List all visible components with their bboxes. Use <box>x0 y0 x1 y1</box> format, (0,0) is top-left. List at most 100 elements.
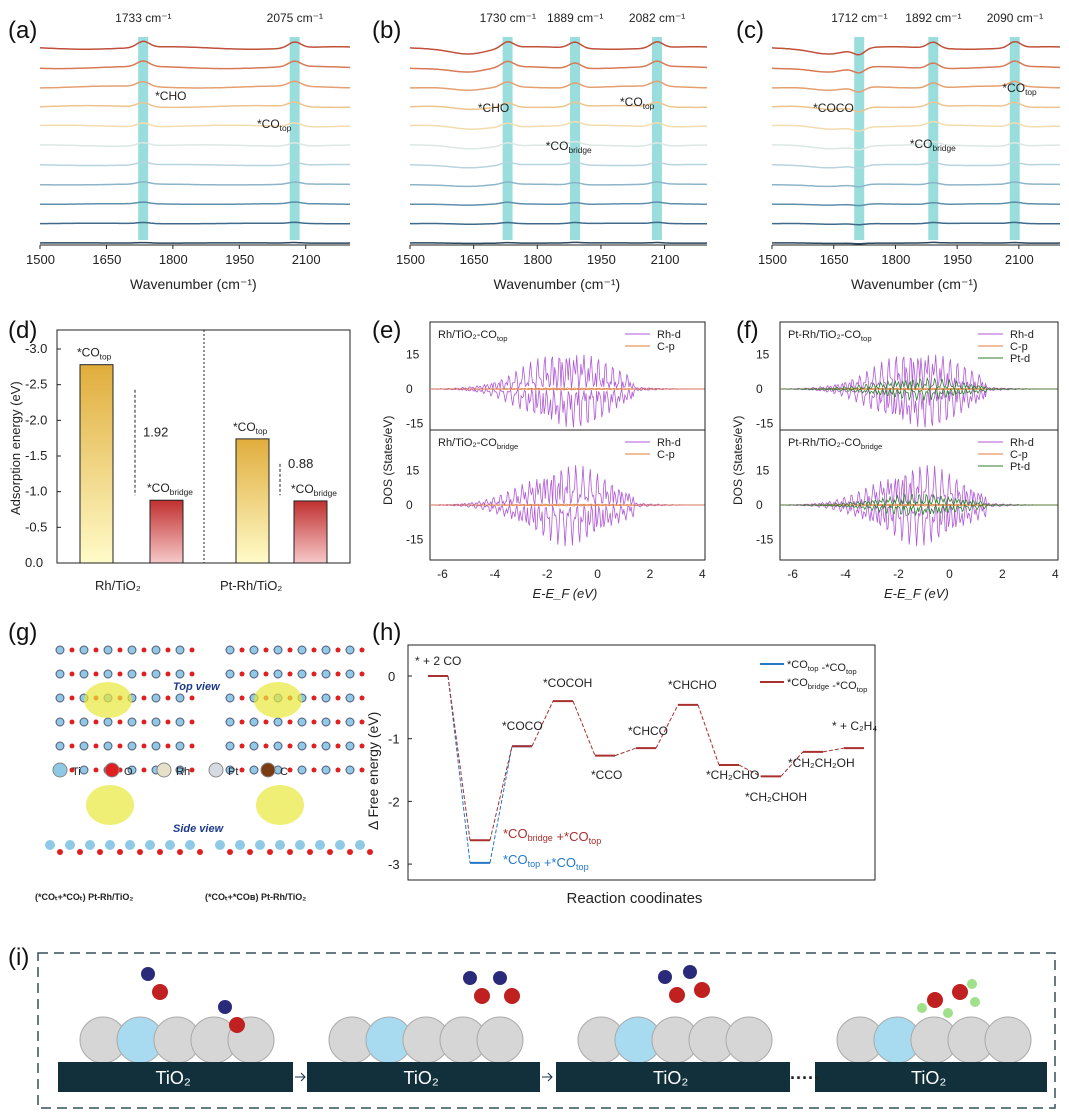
panel-label: (e) <box>372 317 401 344</box>
ti-atom <box>225 645 235 655</box>
step-label-bridge: *CObridge +*COtop <box>503 826 601 846</box>
o-atom <box>311 695 317 701</box>
atom-legend-icon <box>208 762 224 778</box>
ti-atom <box>225 717 235 727</box>
ti-atom <box>151 717 161 727</box>
o-atom <box>69 647 75 653</box>
bridge-top-connector <box>531 700 554 747</box>
y-tick-label: 0 <box>388 669 395 684</box>
dos-line <box>779 388 1058 428</box>
ti-atom <box>175 741 185 751</box>
o-atom <box>347 849 353 855</box>
y-tick-label: 0 <box>756 382 763 396</box>
spectrum-line <box>40 141 351 147</box>
ti-atom <box>249 669 259 679</box>
ethylene-atom <box>943 1008 953 1018</box>
spectrum-line <box>409 60 708 73</box>
ti-atom <box>215 840 225 850</box>
y-tick-label: 0 <box>406 498 413 512</box>
o-atom <box>359 647 365 653</box>
o-atom <box>69 695 75 701</box>
o-atom <box>267 849 273 855</box>
y-tick-label: 0 <box>406 382 413 396</box>
x-axis-label: Reaction coodinates <box>567 890 703 907</box>
spectrum-line <box>771 60 1061 74</box>
ti-atom <box>103 669 113 679</box>
ti-atom <box>151 693 161 703</box>
ti-atom <box>79 765 89 775</box>
o-atom <box>327 849 333 855</box>
o-atom <box>287 849 293 855</box>
x-tick-label: 4 <box>1052 567 1059 581</box>
o-atom <box>69 767 75 773</box>
ti-atom <box>275 840 285 850</box>
bar-label: *COtop <box>233 420 268 436</box>
x-tick-label: 2100 <box>292 252 321 267</box>
peak-label: 1889 cm⁻¹ <box>547 11 603 25</box>
ir-spectra-panel: 1730 cm⁻¹ 1889 cm⁻¹ 2082 cm⁻¹ 1500 1650 1800 1… <box>396 11 708 292</box>
panel-label: (h) <box>372 619 401 646</box>
ti-atom <box>255 840 265 850</box>
y-tick-label: -2.0 <box>25 412 47 427</box>
c-atom <box>493 971 507 985</box>
spectrum-line <box>39 181 351 186</box>
ti-atom <box>125 840 135 850</box>
o-atom <box>141 767 147 773</box>
bridge-top-connector <box>780 751 804 777</box>
ti-atom <box>151 741 161 751</box>
x-category-label: Pt-Rh/TiO₂ <box>220 578 282 593</box>
o-atom <box>694 982 710 998</box>
legend-label: Rh-d <box>1010 437 1034 449</box>
spectrum-line <box>410 201 707 206</box>
peak-label: 1892 cm⁻¹ <box>905 11 961 25</box>
spectrum-line <box>410 221 707 225</box>
atom-legend-label: Ti <box>72 766 81 778</box>
o-atom <box>359 695 365 701</box>
step-label-top: *COtop +*COtop <box>503 852 589 872</box>
legend-label: C-p <box>1010 449 1028 461</box>
y-tick-label: -15 <box>406 533 424 547</box>
legend-label: Rh-d <box>657 437 681 449</box>
top-top-connector <box>447 675 471 863</box>
spectrum-line <box>40 221 350 225</box>
o-atom <box>117 671 123 677</box>
bridge-top-connector <box>822 747 845 753</box>
peak-highlight <box>502 37 513 240</box>
ti-atom <box>345 645 355 655</box>
o-atom <box>287 767 293 773</box>
o-atom <box>141 719 147 725</box>
o-atom <box>69 671 75 677</box>
structure-panel: (*COₜ+*COₜ) Pt-Rh/TiO₂ (*COₜ+*COʙ) Pt-Rh/… <box>35 645 373 902</box>
panel-label: (c) <box>736 17 764 44</box>
spectrum-line <box>409 181 708 188</box>
y-tick-label: -2 <box>388 794 400 809</box>
tio2-block <box>307 1062 540 1092</box>
ti-atom <box>79 669 89 679</box>
ti-atom <box>175 765 185 775</box>
x-axis-label: Wavenumber (cm⁻¹) <box>851 276 978 292</box>
o-atom <box>311 671 317 677</box>
tio2-label: TiO₂ <box>404 1068 439 1088</box>
o-atom <box>335 743 341 749</box>
ti-atom <box>103 741 113 751</box>
ti-atom <box>273 645 283 655</box>
legend-label: C-p <box>657 449 675 461</box>
dos-line <box>430 388 705 391</box>
spectrum-line <box>39 241 351 244</box>
arrow-icon <box>295 1072 306 1082</box>
ti-atom <box>335 840 345 850</box>
state-label: *CHCO <box>628 724 668 738</box>
ti-atom <box>225 693 235 703</box>
ethylene-atom <box>952 984 968 1000</box>
atom-legend-icon <box>52 762 68 778</box>
bar <box>293 500 328 564</box>
spectrum-line <box>771 241 1061 245</box>
spectrum-line <box>40 201 350 206</box>
ti-atom <box>345 741 355 751</box>
spectrum-line <box>410 140 708 150</box>
ethylene-atom <box>967 979 977 989</box>
ti-atom <box>235 840 245 850</box>
o-atom <box>335 695 341 701</box>
tio2-block <box>58 1062 293 1092</box>
